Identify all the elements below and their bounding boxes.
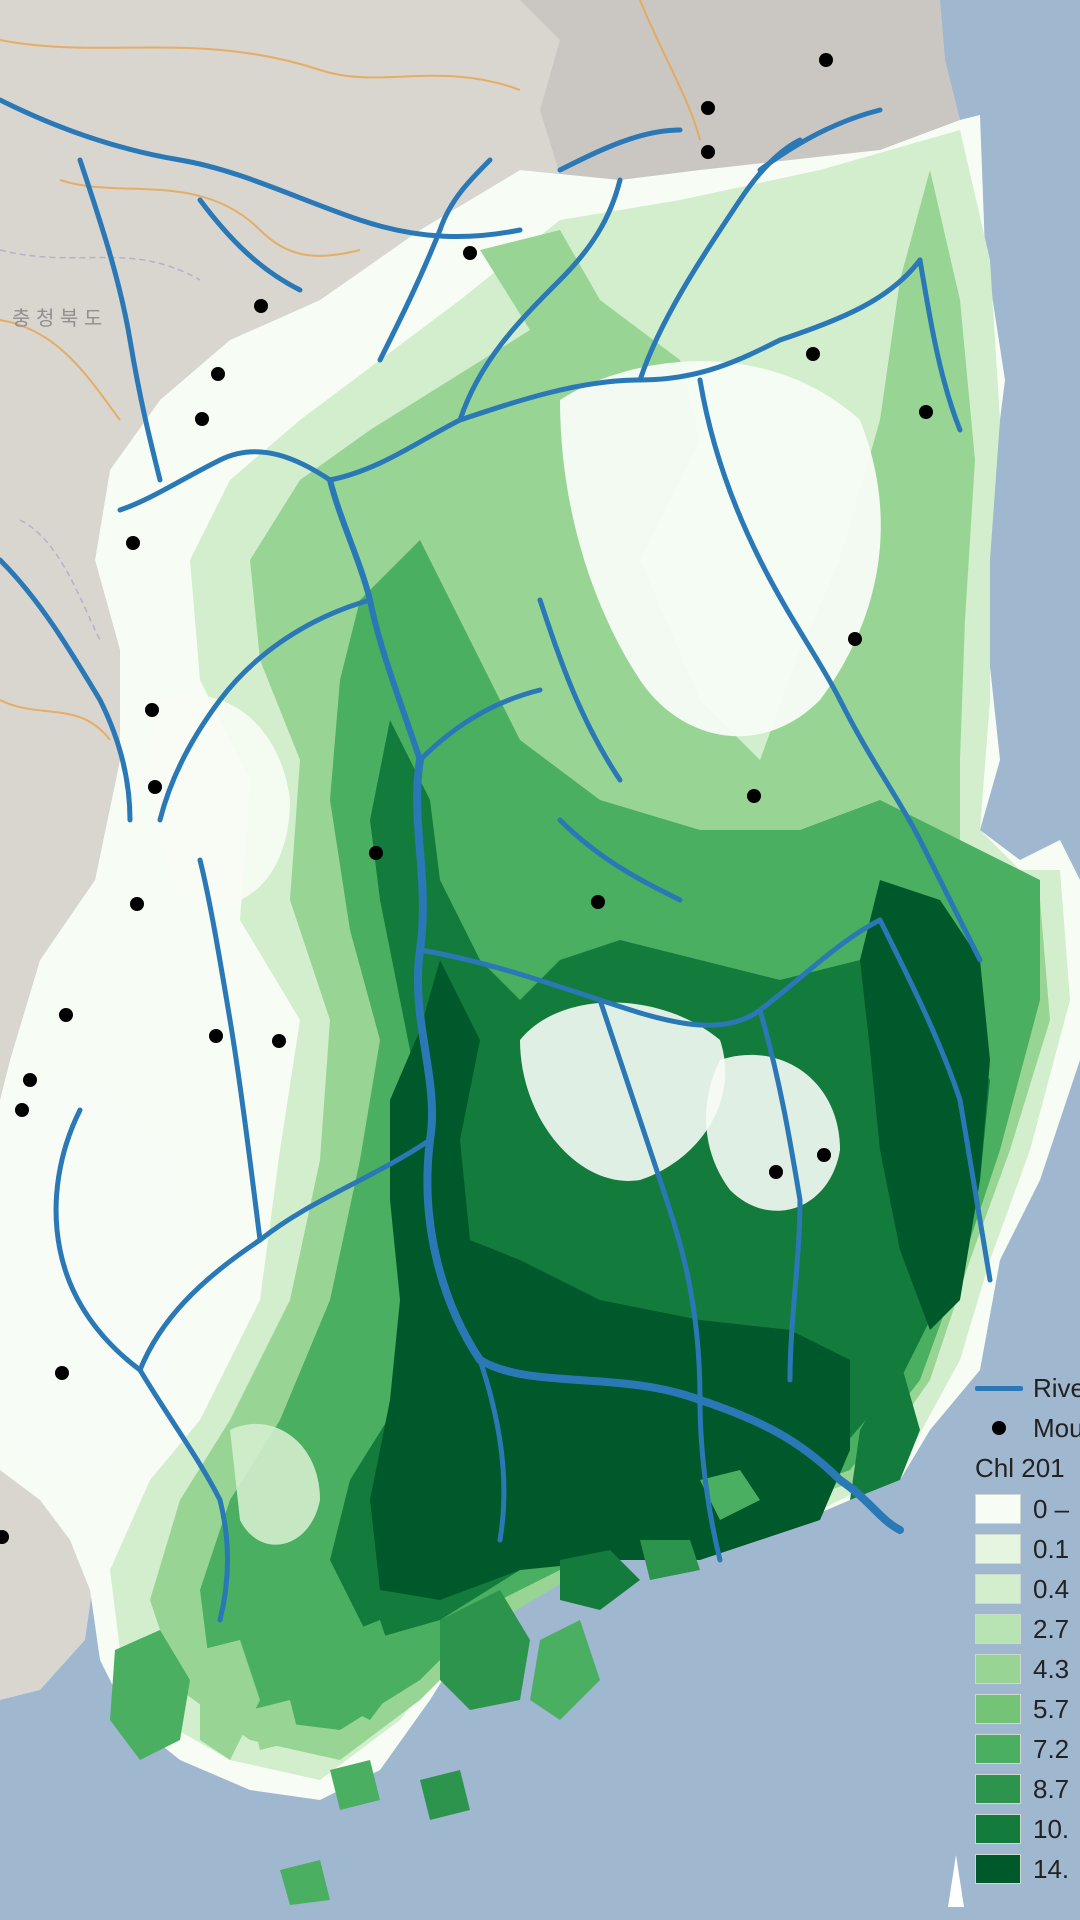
river-network [0,97,993,1623]
mountain-dot-icon [992,1421,1006,1435]
legend-class-label: 4.3 [1033,1653,1070,1684]
legend-class-label: 10. [1033,1813,1070,1844]
legend-class-label: 0.4 [1033,1573,1070,1604]
legend-class-label: 14. [1033,1853,1070,1884]
map-legend: Rive Mou Chl 201 0 – 0.1 0.4 2.7 4.3 5.7 7.2 8.… [975,1368,1080,1888]
chlorophyll-layer [0,115,1080,1800]
legend-class-swatch [975,1774,1021,1804]
legend-class-swatch [975,1814,1021,1844]
legend-class-row: 0 – [975,1490,1080,1528]
legend-classes: 0 – 0.1 0.4 2.7 4.3 5.7 7.2 8.7 10. 14. [975,1490,1080,1888]
legend-class-label: 7.2 [1033,1733,1070,1764]
basemap-roads [0,0,701,741]
legend-class-swatch [975,1854,1021,1884]
legend-class-row: 2.7 [975,1610,1080,1648]
legend-class-row: 0.4 [975,1570,1080,1608]
legend-class-row: 10. [975,1810,1080,1848]
basemap-land [0,0,960,1100]
legend-class-row: 14. [975,1850,1080,1888]
north-arrow-icon [948,1855,964,1907]
river-line-icon [975,1385,1023,1391]
legend-class-label: 0.1 [1033,1533,1070,1564]
legend-class-row: 0.1 [975,1530,1080,1568]
legend-river-label: Rive [1033,1372,1080,1403]
legend-class-row: 8.7 [975,1770,1080,1808]
legend-class-swatch [975,1614,1021,1644]
legend-mountain-label: Mou [1033,1412,1080,1443]
basemap-hills [520,0,960,180]
basemap-province-label: 충 청 북 도 [12,307,102,330]
legend-class-swatch [975,1574,1021,1604]
legend-class-label: 0 – [1033,1493,1070,1524]
legend-class-swatch [975,1494,1021,1524]
legend-class-label: 8.7 [1033,1773,1070,1804]
basemap-boundaries [0,249,201,641]
legend-class-label: 5.7 [1033,1693,1070,1724]
legend-class-swatch [975,1654,1021,1684]
legend-class-swatch [975,1534,1021,1564]
legend-mountain-entry: Mou [975,1408,1080,1448]
legend-class-swatch [975,1734,1021,1764]
legend-class-swatch [975,1694,1021,1724]
mountain-peaks [0,53,933,1544]
island-fragments [110,1470,760,1905]
legend-layer-title: Chl 201 [975,1453,1065,1483]
legend-class-row: 7.2 [975,1730,1080,1768]
legend-class-row: 5.7 [975,1690,1080,1728]
legend-river-entry: Rive [975,1368,1080,1408]
legend-class-row: 4.3 [975,1650,1080,1688]
legend-class-label: 2.7 [1033,1613,1070,1644]
